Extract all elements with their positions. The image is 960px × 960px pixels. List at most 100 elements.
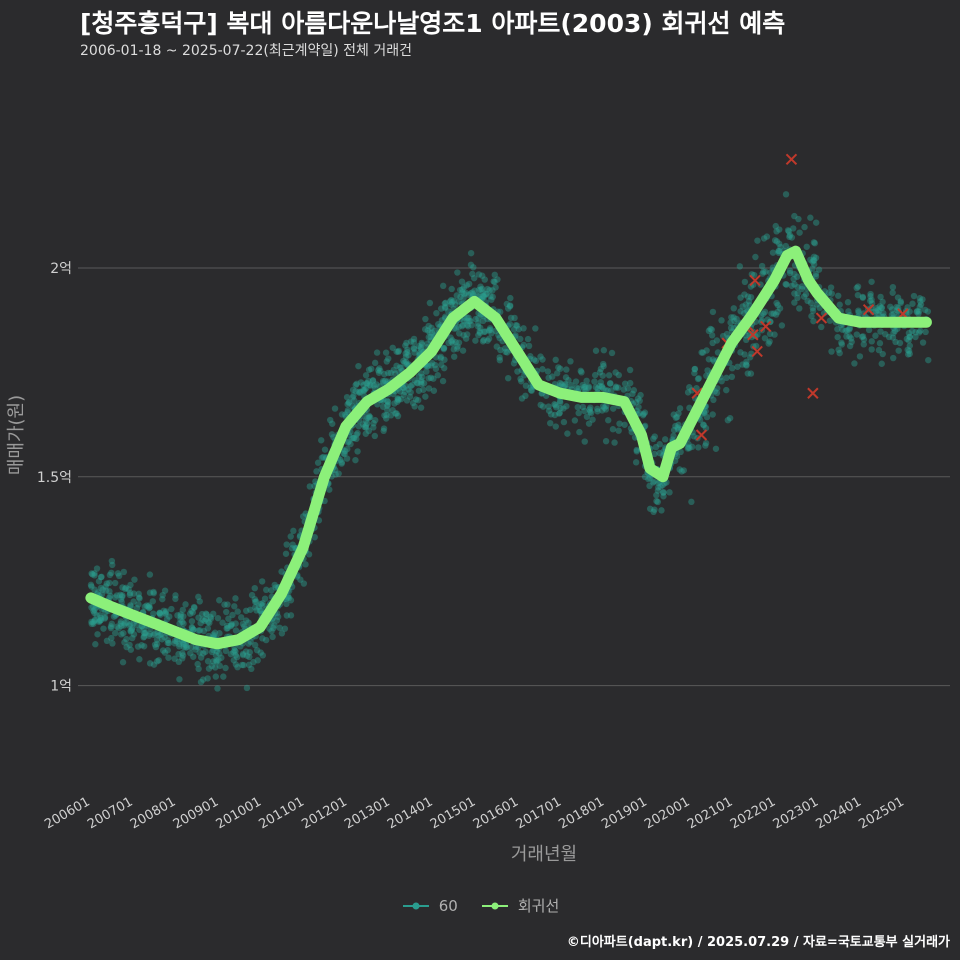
transaction-point <box>879 350 886 358</box>
transaction-point <box>709 356 717 363</box>
transaction-point <box>600 385 607 392</box>
transaction-point <box>418 380 425 388</box>
transaction-point <box>896 339 904 347</box>
transaction-point <box>382 349 390 356</box>
transaction-point <box>655 484 662 491</box>
transaction-point <box>611 439 618 446</box>
transaction-point <box>196 649 203 656</box>
transaction-point <box>140 634 147 641</box>
transaction-point <box>489 287 496 294</box>
transaction-point <box>608 387 615 394</box>
transaction-point <box>713 389 721 397</box>
transaction-point <box>118 598 125 606</box>
transaction-point <box>409 381 416 388</box>
x-tick-label: 201101 <box>256 794 306 832</box>
transaction-point <box>146 604 153 611</box>
transaction-point <box>675 421 682 429</box>
transaction-point <box>162 610 169 618</box>
transaction-point <box>586 408 594 415</box>
transaction-point <box>650 478 658 485</box>
transaction-point <box>283 612 291 619</box>
transaction-point <box>112 594 119 601</box>
transaction-point <box>486 286 493 294</box>
transaction-point <box>791 281 798 288</box>
transaction-point <box>196 627 204 634</box>
transaction-point <box>365 412 373 420</box>
transaction-point <box>723 374 730 382</box>
transaction-point <box>364 380 371 387</box>
transaction-point <box>423 368 430 375</box>
transaction-point <box>136 595 143 602</box>
transaction-point <box>672 414 680 421</box>
transaction-point <box>600 362 607 370</box>
transaction-point <box>140 643 148 650</box>
transaction-point <box>454 269 461 276</box>
transaction-point <box>166 613 173 620</box>
transaction-point <box>431 327 439 334</box>
transaction-point <box>195 627 202 634</box>
transaction-point <box>730 305 737 312</box>
transaction-point <box>775 249 782 256</box>
transaction-point <box>415 387 423 394</box>
transaction-point <box>242 617 250 624</box>
transaction-point <box>234 608 241 615</box>
transaction-point <box>153 640 161 648</box>
transaction-point <box>403 361 410 368</box>
transaction-point <box>223 625 230 632</box>
transaction-point <box>425 322 432 330</box>
transaction-point <box>539 403 547 410</box>
transaction-point <box>342 411 349 418</box>
transaction-point <box>464 321 471 329</box>
transaction-point <box>803 243 810 250</box>
transaction-point <box>383 358 390 365</box>
transaction-point <box>254 657 261 664</box>
transaction-point <box>565 377 572 384</box>
transaction-point <box>326 486 333 493</box>
transaction-point <box>876 340 884 347</box>
transaction-point <box>283 600 290 608</box>
transaction-point <box>888 306 896 313</box>
transaction-point <box>379 379 387 386</box>
transaction-point <box>578 369 585 376</box>
transaction-point <box>272 584 279 591</box>
transaction-point <box>582 383 589 391</box>
transaction-point <box>474 323 482 330</box>
transaction-point <box>174 612 181 619</box>
transaction-point <box>905 347 913 355</box>
transaction-point <box>344 407 352 414</box>
transaction-point <box>794 289 802 297</box>
transaction-point <box>383 411 390 419</box>
transaction-point <box>449 337 456 344</box>
transaction-point <box>115 624 122 632</box>
transaction-point <box>234 664 241 671</box>
transaction-point <box>827 284 835 291</box>
transaction-point <box>268 587 275 594</box>
transaction-point <box>161 649 169 656</box>
transaction-point <box>761 308 769 316</box>
transaction-point <box>103 637 111 645</box>
transaction-point <box>171 637 179 644</box>
transaction-point <box>127 628 134 635</box>
transaction-point <box>731 317 738 325</box>
transaction-point <box>129 634 136 642</box>
transaction-point <box>435 320 442 328</box>
transaction-point <box>604 387 611 394</box>
transaction-point <box>345 399 352 406</box>
transaction-point <box>467 261 475 269</box>
transaction-point <box>345 398 353 406</box>
transaction-point <box>179 606 186 614</box>
transaction-point <box>384 398 392 406</box>
transaction-point <box>809 265 816 272</box>
transaction-point <box>545 403 552 410</box>
transaction-point <box>730 314 737 321</box>
transaction-point <box>760 310 767 317</box>
transaction-point <box>130 590 138 597</box>
transaction-point <box>875 308 883 315</box>
transaction-point <box>452 338 459 346</box>
transaction-point <box>119 584 126 591</box>
transaction-point <box>204 675 211 682</box>
transaction-point <box>917 327 924 334</box>
transaction-point <box>875 346 883 354</box>
transaction-point <box>395 396 402 404</box>
transaction-point <box>350 434 357 442</box>
